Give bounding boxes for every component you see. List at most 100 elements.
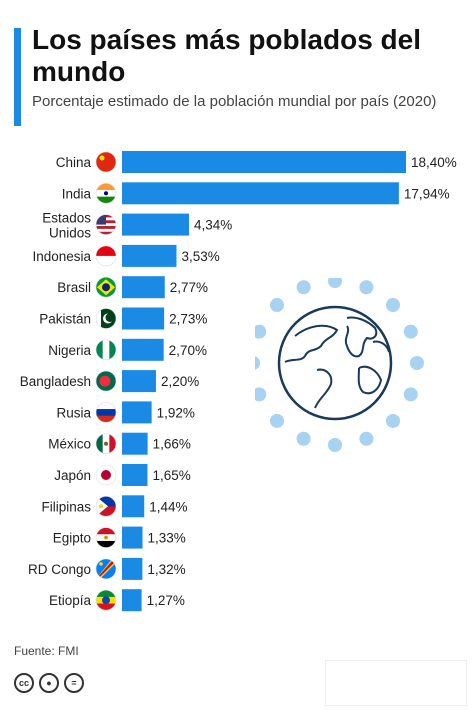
china-flag-icon [96,152,116,172]
category-label: Japón [54,468,91,483]
bar [122,495,145,518]
nigeria-flag-icon [96,339,116,360]
category-label: Bangladesh [20,374,91,389]
bar [122,589,142,612]
globe-dot [296,280,311,295]
flag-part [104,441,108,446]
globe-icon [277,305,393,421]
flag-part [96,308,101,329]
usa-flag-icon [96,214,116,235]
value-label: 1,44% [149,499,187,514]
bar [122,307,165,330]
flag-part [96,183,116,191]
globe-dot [410,356,424,370]
value-label: 2,73% [169,312,207,327]
by-icon[interactable]: ● [39,673,59,693]
category-label: México [48,437,91,452]
flag-part [102,596,110,605]
bar-row: Etiopía 1,27% [49,589,185,612]
flag-outline [95,245,117,267]
value-label: 4,34% [194,218,232,233]
bar-row: México 1,66% [48,432,191,455]
globe-dot [270,298,285,313]
flag-part [96,402,116,410]
category-label: Rusia [56,405,91,420]
brazil-flag-icon [96,277,116,298]
category-label: Pakistán [39,312,91,327]
category-label: India [62,186,92,201]
flag-part [101,470,111,480]
flag-part [96,228,116,233]
accent-bar [14,28,21,126]
flag-part [96,433,104,454]
value-label: 1,27% [147,593,185,608]
cc-icon[interactable]: cc [14,673,34,693]
egypt-flag-icon [96,527,116,548]
continents-shape [284,316,390,409]
value-label: 18,40% [411,155,457,170]
nd-icon[interactable]: = [64,673,84,693]
flag-outline [95,370,117,392]
value-label: 3,53% [181,249,219,264]
flag-outline [95,464,117,486]
flag-part [102,283,110,292]
flag-part [99,504,103,509]
value-label: 2,77% [170,280,208,295]
brand-logo-area [325,660,467,706]
bar [122,338,164,361]
india-flag-icon [96,183,116,204]
bar-row: Filipinas 1,44% [41,495,188,518]
flag-outline [95,558,117,580]
globe-illustration [255,278,424,452]
flag-part [99,375,111,387]
chart-subtitle: Porcentaje estimado de la población mund… [32,93,437,110]
flag-part [96,590,116,598]
globe-dot [328,278,342,288]
drcongo-flag-icon [96,558,116,579]
bar-row: Bangladesh 2,20% [20,370,199,393]
flag-part [99,562,103,566]
flag-part [99,155,105,161]
pakistan-flag-icon [96,308,116,329]
value-label: 1,33% [148,531,186,546]
flag-outline [95,527,117,548]
ethiopia-flag-icon [96,590,116,611]
bar [122,464,148,486]
bar-row: Pakistán 2,73% [39,307,207,330]
bar [122,432,148,455]
flag-part [96,540,116,548]
bar-row: Egipto 1,33% [53,526,186,549]
bar-row: RD Congo 1,32% [28,557,186,580]
flag-part [96,527,116,535]
globe-dot [255,356,260,370]
value-label: 1,65% [152,468,190,483]
flag-part [96,506,116,517]
flag-outline [95,182,117,204]
flag-outline [95,402,117,423]
globe-dot [270,413,285,428]
flag-part [96,214,106,225]
philippines-flag-icon [96,496,116,517]
license-icons: cc ● = [14,673,84,693]
indonesia-flag-icon [96,245,116,266]
russia-flag-icon [96,402,116,423]
globe-dot [403,387,418,402]
chart-title: Los países más poblados del mundo [32,24,422,87]
globe-dot [255,324,267,339]
bar [122,151,406,173]
bar [122,557,143,580]
globe-dot [328,438,342,452]
bangladesh-flag-icon [96,371,116,392]
value-label: 2,70% [169,343,207,358]
bar-row: Brasil 2,77% [57,276,208,299]
mexico-flag-icon [96,433,116,454]
flag-part [97,559,115,578]
flag-part [96,255,116,266]
bar-row: China 18,40% [56,151,457,173]
bar-row: Japón 1,65% [54,464,191,486]
flag-part [96,415,116,423]
bar-row: India 17,94% [62,182,450,205]
flag-part [96,196,116,204]
